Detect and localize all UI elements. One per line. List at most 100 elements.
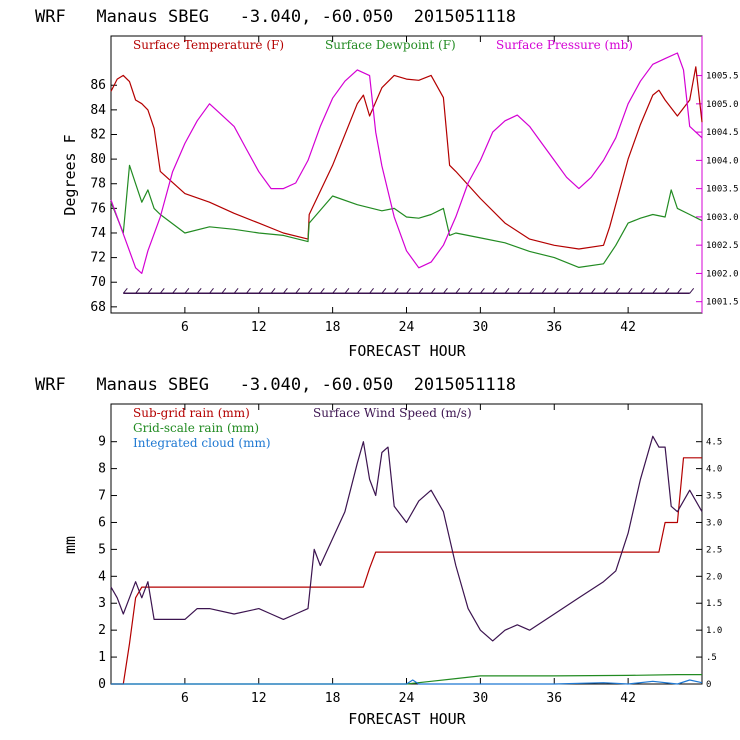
wind-barb <box>590 287 596 294</box>
wind-barb <box>504 287 510 294</box>
wind-barb <box>640 287 645 294</box>
y-tick-label: 8 <box>98 462 106 477</box>
x-tick-label: 42 <box>620 320 636 335</box>
panel1-y-axis-label: Degrees F <box>61 134 79 215</box>
legend-grid-scale-rain: Grid-scale rain (mm) <box>133 421 259 435</box>
wind-barb <box>418 287 424 294</box>
y2-tick-label: .5 <box>706 653 717 663</box>
wind-barb <box>627 287 633 294</box>
series-line-2-2 <box>111 673 702 685</box>
wind-barb <box>455 287 461 294</box>
y-tick-label: 3 <box>98 596 106 611</box>
y-tick-label: 70 <box>90 275 106 290</box>
y-tick-label: 76 <box>90 201 106 216</box>
wind-barb <box>553 287 559 294</box>
y2-tick-label: 1004.0 <box>706 156 739 166</box>
wind-barb <box>196 287 202 294</box>
wind-barb <box>184 287 190 294</box>
panel1-x-axis-label: FORECAST HOUR <box>348 342 466 360</box>
panel1-ticks: 6 12 18 24 30 36 42 68 70 72 74 76 78 80 82 84 86 1001.5 1… <box>90 36 739 335</box>
y2-tick-label: 1005.0 <box>706 100 739 110</box>
wind-barb <box>122 287 128 294</box>
wind-barb <box>406 287 411 294</box>
y2-tick-label: 2.0 <box>706 572 722 582</box>
wind-barb <box>369 287 374 294</box>
x-tick-label: 30 <box>473 320 489 335</box>
x-tick-label: 36 <box>546 691 562 706</box>
y2-tick-label: 4.0 <box>706 465 722 475</box>
wind-barb <box>430 287 436 294</box>
y-tick-label: 0 <box>98 677 106 692</box>
wind-barb <box>381 287 387 294</box>
wind-barb <box>332 287 338 294</box>
wind-barb <box>529 287 535 294</box>
panel2-y-axis-label: mm <box>61 536 79 554</box>
y-tick-label: 6 <box>98 515 106 530</box>
wind-barb <box>270 287 276 294</box>
y-tick-label: 7 <box>98 489 106 504</box>
x-tick-label: 42 <box>620 691 636 706</box>
legend-sub-grid-rain: Sub-grid rain (mm) <box>133 406 250 420</box>
wind-barb <box>221 287 227 294</box>
wind-barb <box>516 287 522 294</box>
series-line-2-1 <box>111 457 702 685</box>
y2-tick-label: 1003.5 <box>706 185 739 195</box>
series-line-1-2 <box>110 164 703 268</box>
wind-barb <box>467 287 473 294</box>
y2-tick-label: 0 <box>706 680 711 690</box>
series-line-1-3 <box>110 52 703 274</box>
y2-tick-label: 1001.5 <box>706 298 739 308</box>
wind-barb <box>578 287 584 294</box>
y-tick-label: 9 <box>98 435 106 450</box>
panel2-series-lines <box>110 435 703 685</box>
y2-tick-label: 2.5 <box>706 545 722 555</box>
wind-barb <box>492 287 498 294</box>
wind-barb <box>664 287 670 294</box>
y2-tick-label: 3.5 <box>706 492 722 502</box>
wind-barb <box>615 287 621 294</box>
series-line-2-3 <box>111 679 703 685</box>
panel1-plot-frame <box>110 35 703 314</box>
y-tick-label: 86 <box>90 78 106 93</box>
wind-barb <box>233 287 239 294</box>
wind-barb <box>307 287 313 294</box>
series-line-1-1 <box>110 66 703 250</box>
wind-barb <box>172 287 177 294</box>
y2-tick-label: 1.5 <box>706 599 722 609</box>
x-tick-label: 30 <box>473 691 489 706</box>
wind-barb <box>479 287 485 294</box>
y2-tick-label: 1005.5 <box>706 72 739 82</box>
x-tick-label: 6 <box>181 691 189 706</box>
y-tick-label: 84 <box>90 103 106 118</box>
y2-tick-label: 1004.5 <box>706 128 739 138</box>
y-tick-label: 1 <box>98 650 106 665</box>
legend-integrated-cloud: Integrated cloud (mm) <box>133 436 271 450</box>
wind-barb <box>566 287 571 294</box>
y2-tick-label: 1003.0 <box>706 213 739 223</box>
wind-barb <box>319 287 325 294</box>
wind-barb <box>282 287 288 294</box>
x-tick-label: 18 <box>325 320 341 335</box>
panel2-x-axis-label: FORECAST HOUR <box>348 710 466 728</box>
wind-barb <box>147 287 153 294</box>
y-tick-label: 72 <box>90 251 106 266</box>
x-tick-label: 12 <box>251 691 267 706</box>
wind-barb <box>258 287 264 294</box>
y-tick-label: 74 <box>90 226 106 241</box>
y2-tick-label: 4.5 <box>706 438 722 448</box>
panel2-ticks: 6 12 18 24 30 36 4201234567890.51.01.52.02.53.… <box>98 404 722 706</box>
y-tick-label: 68 <box>90 300 106 315</box>
x-tick-label: 6 <box>181 320 189 335</box>
wind-barb <box>356 287 362 294</box>
wind-barb <box>689 287 695 294</box>
y2-tick-label: 1002.0 <box>706 269 739 279</box>
panel2-title: WRF Manaus SBEG -3.040, -60.050 20150511… <box>35 375 516 395</box>
wind-barb <box>344 287 350 294</box>
series-line-2-4 <box>110 435 703 642</box>
wind-barb <box>443 287 448 294</box>
y-tick-label: 5 <box>98 542 106 557</box>
x-tick-label: 24 <box>399 320 415 335</box>
x-tick-label: 18 <box>325 691 341 706</box>
legend-surface-temperature: Surface Temperature (F) <box>133 38 284 52</box>
